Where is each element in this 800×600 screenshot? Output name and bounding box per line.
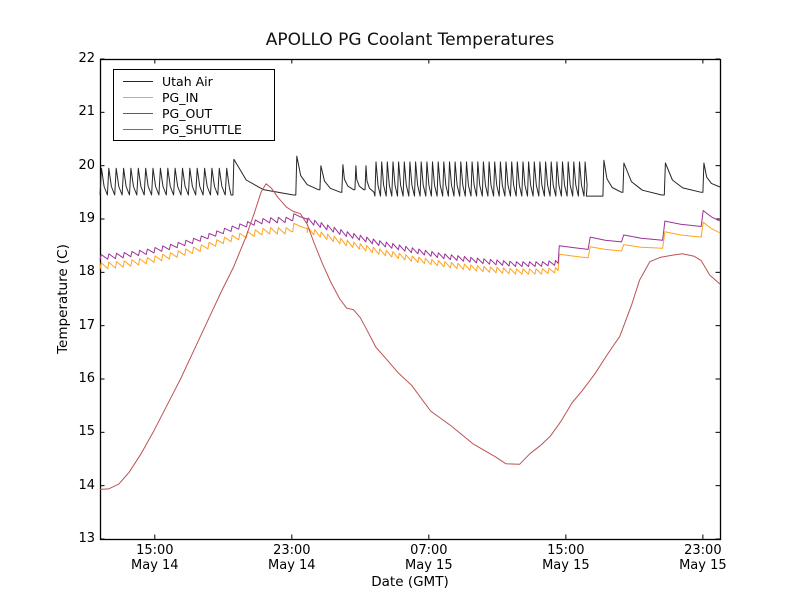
- x-tick-label: 07:00 May 15: [405, 543, 453, 573]
- y-tick-label: 21: [78, 104, 95, 120]
- legend-item-pg-out: PG_OUT: [114, 105, 274, 121]
- legend-label: PG_SHUTTLE: [162, 121, 242, 137]
- legend-line-sample: [123, 112, 153, 114]
- legend-item-utah-air: Utah Air: [114, 73, 274, 89]
- series-pg-in: [99, 221, 721, 275]
- legend-label: PG_IN: [162, 89, 199, 105]
- y-tick-label: 22: [78, 51, 95, 66]
- legend-item-pg-in: PG_IN: [114, 89, 274, 105]
- legend-item-pg-shuttle: PG_SHUTTLE: [114, 121, 274, 137]
- y-tick-label: 19: [78, 211, 95, 226]
- x-tick-label: 15:00 May 14: [131, 543, 179, 573]
- legend-line-sample: [123, 80, 153, 82]
- axes-border: [99, 58, 722, 541]
- x-axis-label: Date (GMT): [371, 574, 449, 590]
- x-tick-label: 23:00 May 15: [679, 543, 727, 573]
- y-tick-label: 16: [78, 371, 95, 386]
- legend-label: PG_OUT: [162, 105, 213, 121]
- series-utah-air: [99, 155, 721, 197]
- y-tick-label: 20: [78, 157, 95, 173]
- legend-line-sample: [123, 96, 153, 98]
- y-tick-label: 17: [78, 317, 95, 333]
- series-pg-out: [99, 210, 721, 267]
- chart-title: APOLLO PG Coolant Temperatures: [265, 30, 555, 50]
- x-tick-label: 15:00 May 15: [542, 543, 590, 573]
- y-tick-label: 14: [78, 477, 95, 493]
- series-pg-shuttle: [99, 183, 721, 490]
- legend: Utah Air PG_IN PG_OUT PG_SHUTTLE: [113, 69, 275, 141]
- y-tick-label: 18: [78, 264, 95, 280]
- legend-label: Utah Air: [162, 73, 213, 89]
- y-tick-label: 15: [78, 424, 95, 440]
- y-tick-label: 13: [78, 531, 95, 546]
- x-tick-label: 23:00 May 14: [268, 543, 316, 573]
- legend-line-sample: [123, 128, 153, 130]
